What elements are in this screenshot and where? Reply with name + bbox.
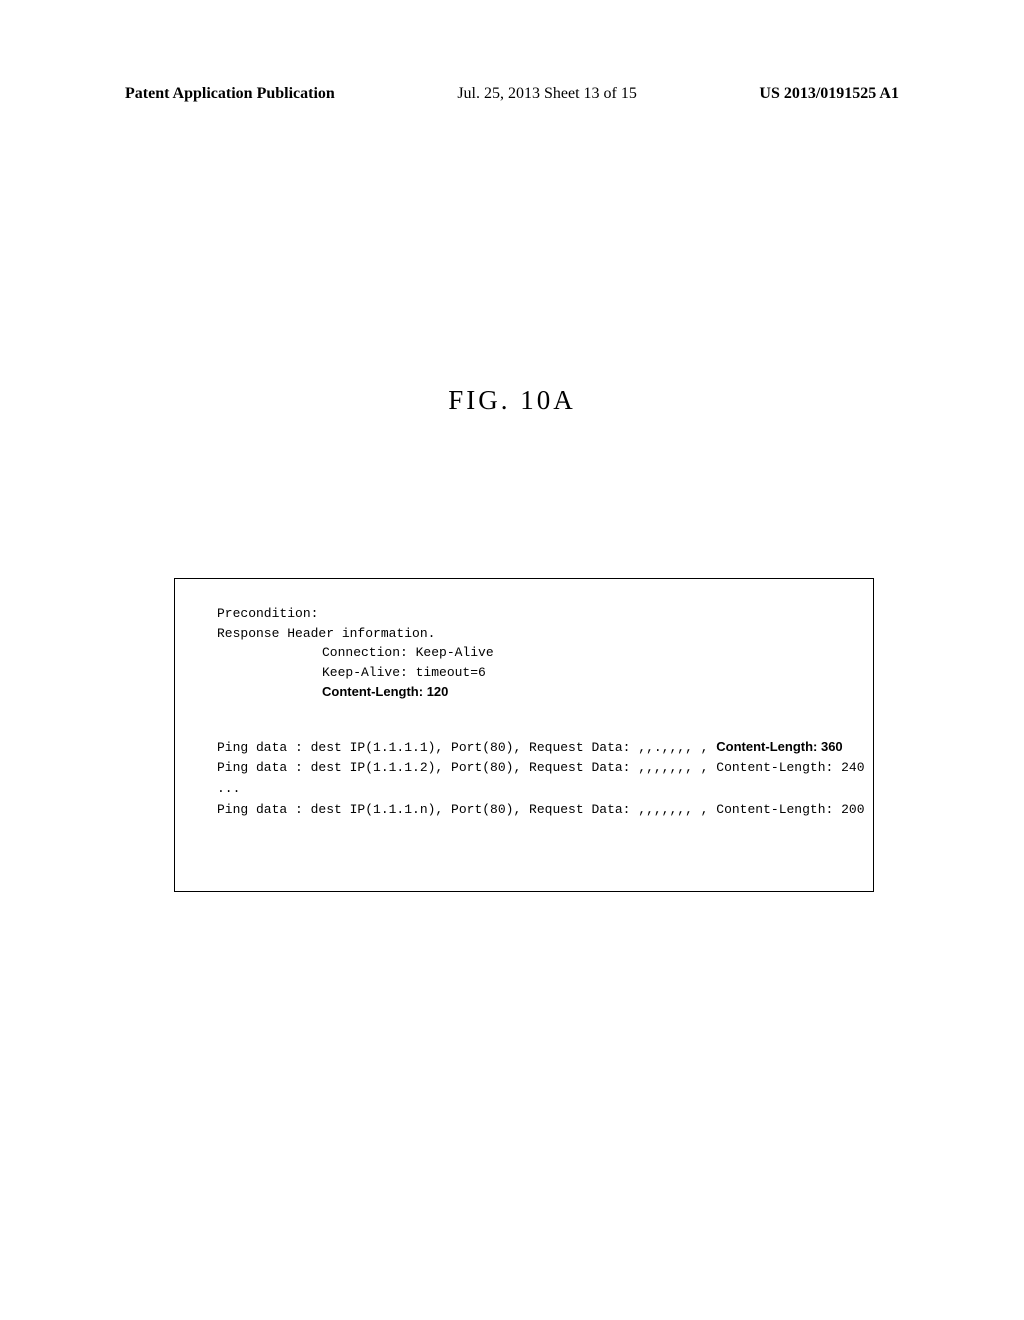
figure-box: Precondition: Response Header informatio… bbox=[174, 578, 874, 892]
precondition-section: Precondition: Response Header informatio… bbox=[217, 604, 845, 702]
connection-line: Connection: Keep-Alive bbox=[322, 643, 845, 663]
ping-prefix-2: Ping data : dest IP(1.1.1.2), Port(80), … bbox=[217, 760, 865, 775]
indented-lines: Connection: Keep-Alive Keep-Alive: timeo… bbox=[322, 643, 845, 702]
header-left: Patent Application Publication bbox=[125, 85, 335, 103]
header-right: US 2013/0191525 A1 bbox=[759, 85, 899, 103]
ping-line-last: Ping data : dest IP(1.1.1.n), Port(80), … bbox=[217, 800, 845, 821]
ping-prefix-last: Ping data : dest IP(1.1.1.n), Port(80), … bbox=[217, 802, 865, 817]
ping-lines: Ping data : dest IP(1.1.1.1), Port(80), … bbox=[217, 737, 845, 821]
ping-line-2: Ping data : dest IP(1.1.1.2), Port(80), … bbox=[217, 758, 845, 779]
response-header-label: Response Header information. bbox=[217, 624, 845, 644]
keepalive-line: Keep-Alive: timeout=6 bbox=[322, 663, 845, 683]
ping-line-1: Ping data : dest IP(1.1.1.1), Port(80), … bbox=[217, 737, 845, 759]
header-center: Jul. 25, 2013 Sheet 13 of 15 bbox=[457, 85, 637, 103]
ping-ellipsis: ... bbox=[217, 779, 845, 800]
page-header: Patent Application Publication Jul. 25, … bbox=[0, 85, 1024, 103]
ping-prefix-1: Ping data : dest IP(1.1.1.1), Port(80), … bbox=[217, 740, 716, 755]
precondition-label: Precondition: bbox=[217, 604, 845, 624]
ping-suffix-1: Content-Length: 360 bbox=[716, 739, 842, 754]
content-length-bold: Content-Length: 120 bbox=[322, 682, 845, 702]
figure-title: FIG. 10A bbox=[0, 385, 1024, 416]
